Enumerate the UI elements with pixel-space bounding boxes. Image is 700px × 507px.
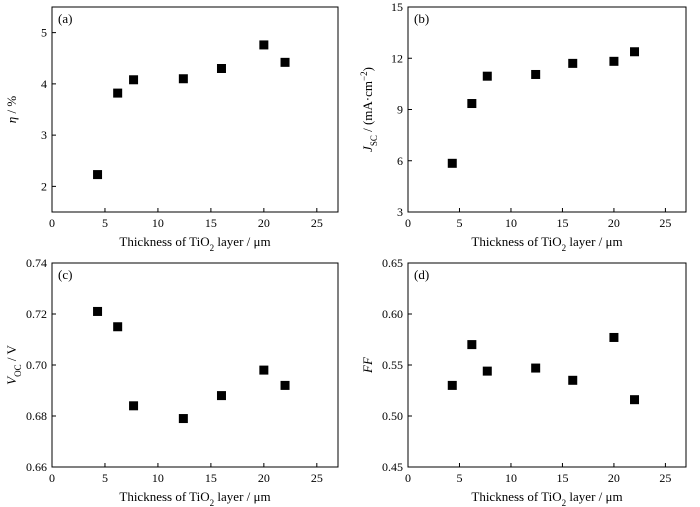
plot-frame: [407, 6, 687, 213]
panel-label: (a): [58, 11, 72, 26]
data-point: [113, 88, 123, 98]
data-point: [280, 380, 290, 390]
y-tick-label: 0.72: [26, 307, 47, 321]
x-tick-label: 10: [152, 216, 164, 230]
data-point: [531, 363, 541, 373]
y-tick-label: 9: [397, 103, 403, 117]
y-tick-label: 6: [397, 154, 403, 168]
x-tick-label: 0: [405, 471, 411, 485]
x-tick-label: 15: [556, 471, 568, 485]
y-axis-label: VOC / V: [4, 345, 23, 385]
y-tick-label: 0.68: [26, 409, 47, 423]
data-point: [93, 306, 103, 316]
x-axis-label: Thickness of TiO2 layer / μm: [471, 489, 622, 507]
y-tick-label: 12: [391, 51, 403, 65]
panel-c: 0 5 10 15 20 25 0.66 0.68 0.70 0.72 0.74 (c) Thickne…: [4, 256, 339, 507]
data-point: [609, 332, 619, 342]
plot-frame: [407, 262, 687, 468]
x-axis-label: Thickness of TiO2 layer / μm: [119, 234, 270, 253]
data-point: [630, 47, 640, 57]
x-tick-label: 25: [311, 471, 323, 485]
data-point: [93, 170, 103, 180]
x-axis-label: Thickness of TiO2 layer / μm: [471, 234, 622, 253]
data-point: [482, 71, 492, 81]
data-point: [129, 401, 139, 411]
y-tick-label: 3: [397, 205, 403, 219]
y-tick-label: 0.70: [26, 358, 47, 372]
x-tick-label: 25: [659, 471, 671, 485]
y-tick-label: 0.50: [382, 409, 403, 423]
y-tick-label: 0.66: [26, 460, 47, 474]
y-tick-label: 5: [41, 26, 47, 40]
data-point: [216, 64, 226, 73]
data-point: [467, 99, 477, 109]
panel-label: (c): [58, 267, 72, 282]
data-point: [447, 158, 457, 168]
x-tick-label: 10: [505, 216, 517, 230]
panel-a: 0 5 10 15 20 25 2 3 4 5 (a) Thickness of TiO2 layer…: [4, 6, 339, 253]
x-axis-label: Thickness of TiO2 layer / μm: [119, 489, 270, 507]
y-tick-label: 0.55: [382, 358, 403, 372]
x-tick-label: 25: [311, 216, 323, 230]
data-point: [482, 366, 492, 376]
x-tick-label: 20: [258, 216, 270, 230]
y-tick-label: 0.45: [382, 460, 403, 474]
data-point: [178, 414, 188, 424]
y-axis-label: FF: [360, 356, 375, 374]
data-point: [630, 395, 640, 405]
x-tick-label: 0: [49, 471, 55, 485]
y-tick-label: 0.60: [382, 307, 403, 321]
data-point: [113, 322, 123, 332]
x-tick-label: 20: [258, 471, 270, 485]
data-point: [467, 340, 477, 350]
data-point: [178, 74, 188, 84]
x-tick-label: 5: [456, 471, 462, 485]
x-tick-label: 10: [505, 471, 517, 485]
y-tick-label: 0.74: [26, 256, 47, 270]
y-tick-label: 2: [41, 179, 47, 193]
x-tick-label: 15: [205, 216, 217, 230]
x-tick-label: 10: [152, 471, 164, 485]
data-point: [568, 58, 578, 68]
data-point: [259, 365, 269, 375]
y-tick-label: 3: [41, 128, 47, 142]
data-point: [609, 56, 619, 66]
data-point: [216, 391, 226, 401]
plot-frame: [51, 6, 339, 213]
x-tick-label: 20: [608, 471, 620, 485]
data-point: [568, 375, 578, 385]
x-tick-label: 0: [49, 216, 55, 230]
x-tick-label: 20: [608, 216, 620, 230]
panel-label: (d): [414, 267, 429, 282]
y-tick-label: 15: [391, 0, 403, 14]
x-tick-label: 5: [102, 216, 108, 230]
x-tick-label: 25: [659, 216, 671, 230]
plot-frame: [51, 262, 339, 468]
panel-b: 0 5 10 15 20 25 3 6 9 12 15 (b) Thickness of TiO2 la…: [359, 0, 687, 253]
x-tick-label: 5: [456, 216, 462, 230]
data-point: [259, 40, 269, 50]
x-tick-label: 15: [205, 471, 217, 485]
panel-label: (b): [414, 11, 429, 26]
x-tick-label: 15: [556, 216, 568, 230]
panel-d: 0 5 10 15 20 25 0.45 0.50 0.55 0.60 0.65 (d) Thickne…: [360, 256, 687, 507]
x-tick-label: 0: [405, 216, 411, 230]
x-tick-label: 5: [102, 471, 108, 485]
data-point: [447, 380, 457, 390]
y-axis-label: η / %: [4, 96, 19, 124]
y-tick-label: 0.65: [382, 256, 403, 270]
y-axis-label: JSC / (mA·cm−2): [359, 67, 379, 152]
data-point: [280, 57, 290, 67]
data-point: [531, 69, 541, 79]
data-point: [129, 75, 139, 85]
y-tick-label: 4: [41, 77, 47, 91]
